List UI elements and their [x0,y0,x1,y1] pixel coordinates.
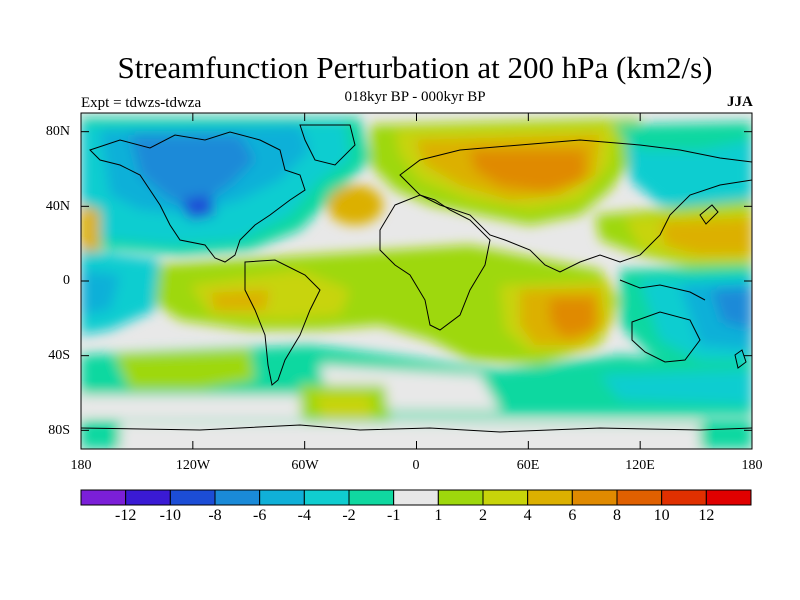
contour-arc-neg2 [612,122,752,150]
colorbar-label: 4 [523,507,532,524]
lon-label-60w: 60W [291,458,319,473]
colorbar [80,489,752,506]
colorbar-label: 12 [698,507,715,524]
coast-australia [631,311,701,363]
colorbar-label: -6 [252,507,267,524]
season-label: JJA [727,94,753,110]
lon-label-180e: 180 [741,458,763,473]
contour-sp-pos [115,350,255,390]
coast-north-america [89,131,306,263]
coast-eurasia [399,139,752,273]
colorbar-label: -10 [159,507,181,524]
colorbar-swatch [571,489,618,506]
contour-so-neutral2 [81,395,300,415]
coast-south-america [244,259,321,386]
contour-tp-neg2 [81,270,120,315]
colorbar-label: 6 [568,507,577,524]
contour-io-pos6 [550,298,595,338]
colorbar-swatch [393,489,439,506]
colorbar-swatch [259,489,305,506]
lat-label-40n: 40N [45,199,70,214]
colorbar-label: -12 [114,507,137,524]
lon-label-60e: 60E [516,458,540,473]
lon-label-0: 0 [412,458,420,473]
colorbar-swatch [437,489,484,506]
contour-ant-neutral [120,422,700,449]
colorbar-swatch [303,489,350,506]
contour-ant-pos2 [315,395,372,425]
contour-eur-pos6 [470,150,585,192]
colorbar-label: -1 [386,507,401,524]
contour-atl-pos [327,185,383,225]
lat-label-40s: 40S [48,348,70,363]
experiment-label: Expt = tdwzs-tdwza [81,95,202,111]
contour-trop-pos4 [210,290,270,310]
lon-label-120e: 120E [625,458,655,473]
colorbar-swatch [616,489,663,506]
colorbar-label: 2 [479,507,487,524]
axis-ticks [80,113,753,449]
colorbar-swatch [661,489,707,506]
colorbar-label: -8 [208,507,222,524]
colorbar-swatch [169,489,216,506]
colorbar-label: 1 [434,507,443,524]
contour-wp-neg8 [712,288,752,330]
colorbar-label: 10 [653,507,670,524]
coast-newzealand [734,349,747,369]
lon-label-180w: 180 [70,458,92,473]
colorbar-swatch [482,489,529,506]
contour-nwp-pos4 [660,218,752,255]
lon-label-120w: 120W [175,458,211,473]
colorbar-swatch [214,489,261,506]
colorbar-label: -2 [342,507,356,524]
colorbar-label: -4 [297,507,311,524]
coast-antarctica [81,424,752,433]
contour-na-neg10 [180,195,215,220]
contour-na-neg8 [130,135,255,205]
lat-label-80n: 80N [45,124,70,139]
lat-label-80s: 80S [48,423,70,438]
colorbar-swatch [705,489,752,506]
contour-dl-pos [81,205,100,255]
colorbar-label: 8 [613,507,621,524]
colorbar-swatch [125,489,171,506]
colorbar-swatch [80,489,127,506]
plot-title: Streamfunction Perturbation at 200 hPa (… [117,50,713,85]
contour-field [81,113,752,449]
coast-japan [699,204,719,225]
colorbar-swatch [527,489,573,506]
contour-tp-neg [81,250,160,335]
coastlines [81,124,752,433]
lat-label-0: 0 [63,273,70,288]
colorbar-swatch [348,489,395,506]
contour-so-neg2 [600,370,752,405]
coast-maritime [619,279,706,301]
plot-subtitle: 018kyr BP - 000kyr BP [344,89,486,105]
coast-greenland [299,124,356,166]
